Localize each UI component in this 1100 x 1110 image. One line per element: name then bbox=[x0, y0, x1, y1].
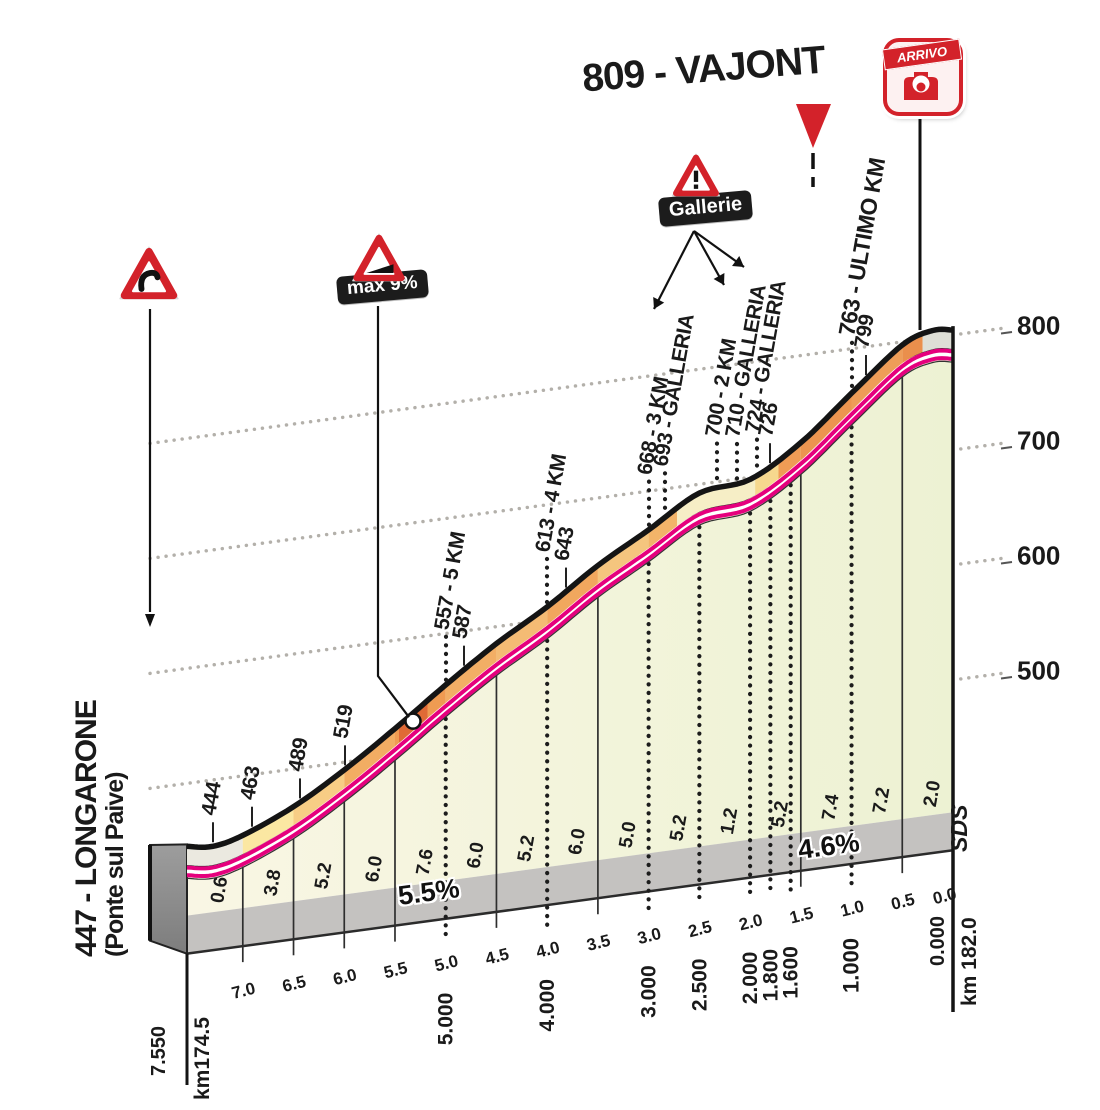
elevation-callout: 643 bbox=[550, 525, 578, 562]
distance-tick-label: 3.0 bbox=[636, 924, 664, 948]
road-white-band bbox=[183, 348, 957, 878]
elevation-callout: 519 bbox=[329, 703, 357, 740]
tunnel-warning-icon bbox=[671, 153, 721, 197]
segment-gradient-label: 6.0 bbox=[362, 854, 387, 884]
start-place-line2: (Ponte sul Paive) bbox=[100, 772, 129, 957]
segment-gradient-label: 3.8 bbox=[260, 868, 285, 898]
arrivo-badge: ARRIVO bbox=[881, 38, 963, 116]
distance-major-label: 3.000 bbox=[638, 965, 661, 1018]
distance-tick-label: 0.5 bbox=[889, 890, 917, 914]
road-surface-segment bbox=[445, 641, 497, 704]
distance-major-label: 5.000 bbox=[435, 993, 458, 1046]
elevation-callout: 799 bbox=[850, 313, 878, 350]
segment-gradient-label: 5.2 bbox=[514, 834, 539, 864]
road-pink-stripe-lower bbox=[186, 356, 954, 878]
elevation-axis-label: 600 bbox=[1017, 540, 1060, 570]
road-lower-edge bbox=[187, 360, 954, 880]
road-surface-segment bbox=[547, 563, 598, 626]
segment-gradient-label: 5.2 bbox=[311, 861, 336, 891]
gridline-dash-700 bbox=[1000, 446, 1013, 450]
start-distance-label: 7.550 bbox=[148, 1025, 170, 1076]
segment-gradient-label: 7.2 bbox=[869, 786, 894, 816]
gallerie-arrow bbox=[693, 230, 725, 286]
end-distance-label: 0.000 bbox=[927, 915, 949, 966]
road-surface-segment bbox=[597, 527, 649, 585]
curve-warning-icon bbox=[119, 246, 179, 300]
segment-gradient-label: 2.0 bbox=[920, 779, 945, 809]
road-surface-segment bbox=[677, 474, 756, 527]
max-gradient-pole bbox=[376, 306, 410, 718]
end-km-label: km 182.0 bbox=[958, 917, 981, 1006]
elevation-axis-label: 800 bbox=[1017, 310, 1060, 340]
gridline-dash-500 bbox=[1000, 676, 1013, 680]
gallerie-arrowhead bbox=[713, 273, 725, 285]
arrivo-banner-label: ARRIVO bbox=[881, 38, 963, 71]
finish-triangle-marker bbox=[796, 104, 831, 148]
road-pink-stripe-upper bbox=[186, 348, 954, 871]
distance-tick-label: 6.0 bbox=[331, 965, 359, 989]
distance-major-label: 1.600 bbox=[780, 946, 803, 999]
author-signature: SDS bbox=[946, 804, 972, 852]
distance-tick-label: 4.5 bbox=[483, 944, 511, 968]
segment-gradient-label: 6.0 bbox=[463, 841, 488, 871]
segment-gradient-label: 7.4 bbox=[818, 792, 843, 822]
gallerie-arrow bbox=[653, 230, 695, 310]
elevation-callout: 489 bbox=[284, 736, 312, 773]
start-place-label: 447 - LONGARONE (Ponte sul Paive) bbox=[70, 700, 129, 957]
distance-major-label: 4.000 bbox=[536, 979, 559, 1032]
elevation-callout: 763 - ULTIMO KM bbox=[833, 156, 890, 338]
distance-tick-label: 1.0 bbox=[838, 897, 866, 921]
distance-tick-label: 1.5 bbox=[788, 903, 816, 927]
distance-major-label: 2.500 bbox=[688, 958, 711, 1011]
distance-tick-label: 6.5 bbox=[280, 972, 308, 996]
distance-major-label: 1.000 bbox=[839, 938, 864, 993]
distance-tick-label: 4.0 bbox=[534, 938, 562, 962]
distance-tick-label: 5.0 bbox=[433, 951, 461, 975]
distance-tick-label: 2.5 bbox=[686, 917, 714, 941]
segment-gradient-label: 5.0 bbox=[616, 820, 641, 850]
gridline-800 bbox=[148, 325, 1010, 446]
steep-gradient-warning-icon bbox=[352, 233, 406, 282]
elevation-callout: 587 bbox=[448, 604, 476, 641]
segment-gradient-label: 0.6 bbox=[207, 875, 232, 905]
segment-gradient-label: 5.2 bbox=[768, 799, 793, 829]
base-band-edge bbox=[186, 849, 954, 955]
start-place-line1: 447 - LONGARONE bbox=[70, 700, 103, 957]
road-top-edge bbox=[186, 326, 955, 850]
elevation-axis-label: 700 bbox=[1017, 425, 1060, 455]
distance-tick-label: 7.0 bbox=[230, 979, 258, 1003]
segment-gradient-label: 1.2 bbox=[717, 806, 742, 836]
segment-gradient-label: 5.2 bbox=[666, 813, 691, 843]
segment-gradient-label: 6.0 bbox=[565, 827, 590, 857]
gallerie-arrowhead bbox=[653, 297, 665, 309]
base-band bbox=[187, 812, 953, 954]
elevation-callout: 463 bbox=[236, 765, 264, 802]
road-surface-segment bbox=[851, 343, 903, 413]
max-gradient-dot bbox=[404, 712, 422, 730]
segment-gradient-label: 7.6 bbox=[413, 847, 438, 877]
distance-major-label: 1.800 bbox=[759, 949, 782, 1002]
gridline-dash-800 bbox=[1000, 331, 1013, 335]
distance-tick-label: 5.5 bbox=[382, 958, 410, 982]
start-side-face bbox=[149, 843, 188, 956]
distance-tick-label: 2.0 bbox=[737, 910, 765, 934]
gallerie-arrowhead bbox=[732, 255, 744, 267]
elevation-callout: 726 bbox=[754, 401, 782, 438]
curve-sign-arrowhead bbox=[145, 614, 155, 627]
gridline-dash-600 bbox=[1000, 561, 1013, 565]
start-km-label: km174.5 bbox=[191, 1017, 214, 1100]
distance-major-label: 2.000 bbox=[739, 952, 762, 1005]
arrivo-finish-icon bbox=[904, 72, 938, 100]
elevation-callout: 444 bbox=[197, 779, 226, 817]
distance-tick-label: 3.5 bbox=[585, 931, 613, 955]
elevation-axis-label: 500 bbox=[1017, 655, 1060, 685]
